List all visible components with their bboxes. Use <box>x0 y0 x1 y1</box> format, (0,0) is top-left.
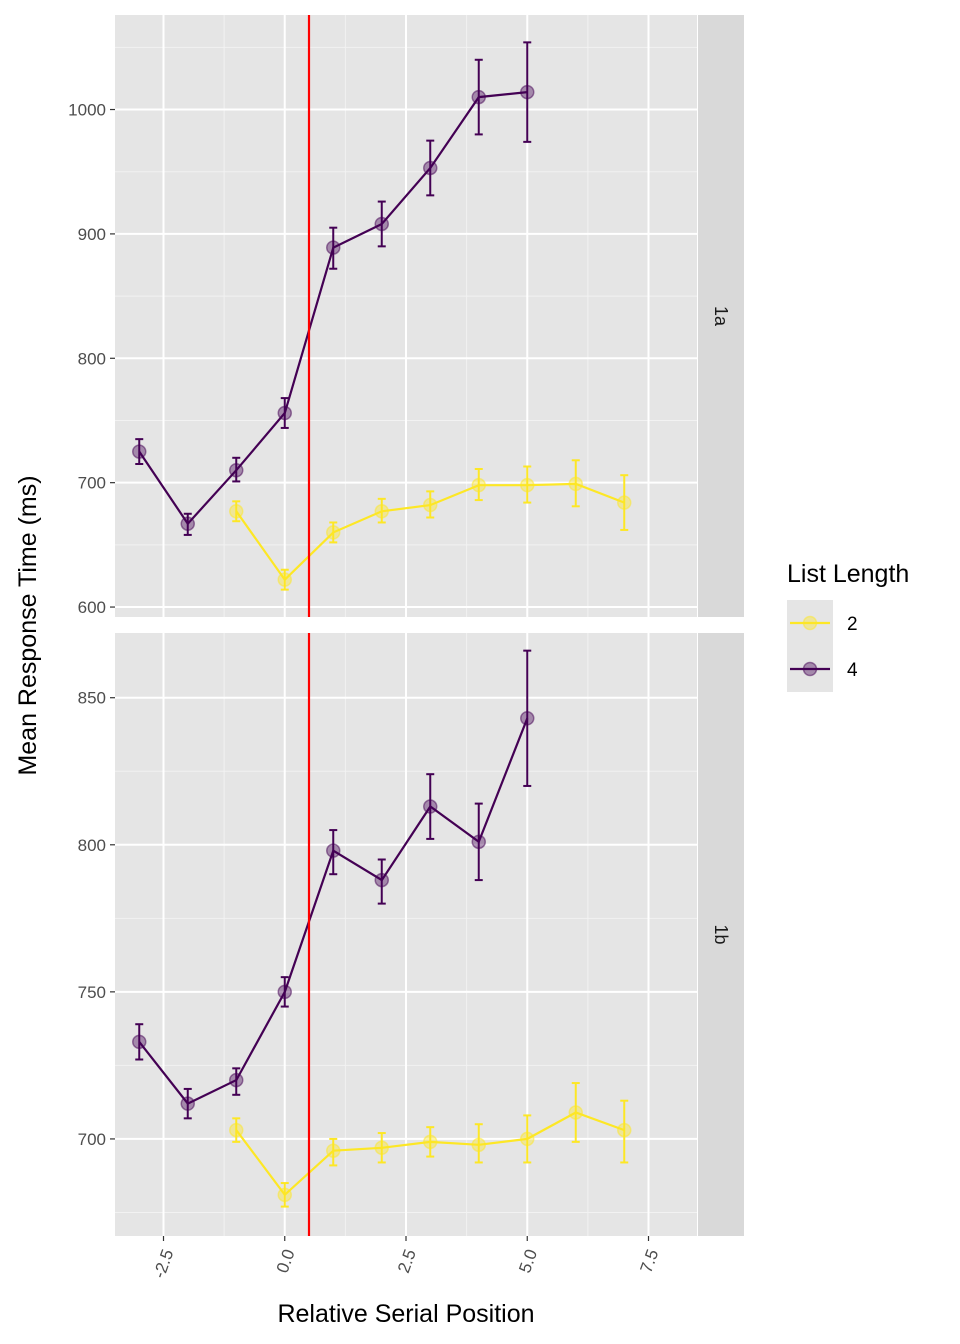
data-point <box>374 216 389 232</box>
x-tick-label: -2.5 <box>150 1247 178 1281</box>
legend: List Length 2 4 <box>787 560 909 692</box>
x-tick-label: 7.5 <box>636 1247 662 1276</box>
data-point <box>374 504 389 519</box>
y-tick-label: 800 <box>78 836 106 855</box>
y-tick-label: 700 <box>78 474 106 493</box>
data-point <box>520 711 535 726</box>
legend-key-point <box>802 661 818 677</box>
data-point <box>374 872 389 888</box>
data-point <box>229 462 244 478</box>
data-point <box>229 1072 244 1088</box>
strip-label: 1b <box>711 924 731 944</box>
data-point <box>229 1122 244 1138</box>
legend-label: 2 <box>847 614 858 635</box>
data-point <box>423 160 438 176</box>
legend-key-point <box>802 615 818 631</box>
data-point <box>277 1187 292 1203</box>
panel-1b: 700 750 800 850 1b <box>78 633 744 1236</box>
data-point <box>568 476 583 492</box>
data-point <box>132 1034 147 1050</box>
y-tick-label: 600 <box>78 598 106 617</box>
strip-label: 1a <box>711 306 731 327</box>
data-point <box>471 477 486 493</box>
data-point <box>326 843 341 858</box>
x-tick-label: 5.0 <box>515 1247 541 1276</box>
data-point <box>617 495 632 510</box>
data-point <box>326 240 341 255</box>
legend-label: 4 <box>847 660 858 681</box>
data-point <box>617 1122 632 1138</box>
data-point <box>471 89 486 105</box>
data-point <box>229 504 244 519</box>
data-point <box>180 1096 195 1111</box>
data-point <box>277 405 292 421</box>
data-point <box>423 497 438 513</box>
data-point <box>471 1137 486 1153</box>
data-point <box>520 477 535 493</box>
data-point <box>374 1140 389 1156</box>
data-point <box>471 834 486 850</box>
data-point <box>423 1134 438 1150</box>
data-point <box>277 984 292 1000</box>
legend-title: List Length <box>787 560 909 588</box>
y-tick-label: 1000 <box>68 101 106 120</box>
legend-key-2 <box>787 600 833 646</box>
y-tick-label: 700 <box>78 1130 106 1149</box>
y-tick-label: 850 <box>78 689 106 708</box>
data-point <box>277 572 292 587</box>
data-point <box>326 1143 341 1158</box>
legend-key-4 <box>787 646 833 692</box>
y-tick-label: 750 <box>78 983 106 1002</box>
data-point <box>132 444 147 459</box>
data-point <box>180 516 195 531</box>
strip-background <box>698 633 744 1236</box>
x-tick-label: 2.5 <box>394 1247 420 1276</box>
y-axis-title: Mean Response Time (ms) <box>14 475 42 775</box>
panel-1a: 600 700 800 900 1000 1a <box>68 15 744 617</box>
data-point <box>568 1105 583 1120</box>
data-point <box>326 525 341 540</box>
y-tick-label: 900 <box>78 225 106 244</box>
x-tick-label: 0.0 <box>273 1247 299 1276</box>
data-point <box>423 799 438 814</box>
data-point <box>520 84 535 100</box>
y-tick-label: 800 <box>78 349 106 368</box>
x-axis-title: Relative Serial Position <box>277 1300 534 1328</box>
data-point <box>520 1131 535 1147</box>
strip-background <box>698 15 744 617</box>
